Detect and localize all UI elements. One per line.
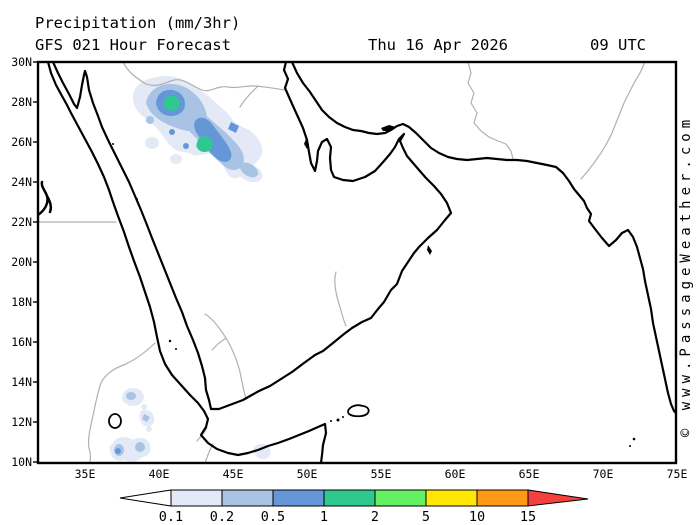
islet [632,437,636,441]
precip-tail-light [239,162,259,178]
island-qeshm [381,125,396,131]
precip-core-north [164,95,180,111]
valid-time-label: 09 UTC [590,36,646,54]
lat-label: 18N [11,295,32,309]
lat-label: 16N [11,335,32,349]
legend-label: 0.1 [159,509,183,525]
legend-swatch-5 [425,489,478,507]
precip-spot-pale [145,137,159,149]
legend-overflow-arrow [527,489,589,507]
border-yemen-branch [211,337,227,351]
lat-label: 28N [11,95,32,109]
coastline-iran-india [290,62,676,415]
lon-label: 55E [371,467,392,481]
lon-label: 75E [667,467,688,481]
lon-label: 45E [223,467,244,481]
lat-label: 20N [11,255,32,269]
valid-date-label: Thu 16 Apr 2026 [368,36,508,54]
islet [342,416,344,418]
lon-label: 35E [75,467,96,481]
legend-colorbar: 0.1 0.2 0.5 1 2 5 10 15 [119,489,589,525]
border-iran-pakistan [467,62,514,160]
border-pakistan-india [580,62,646,180]
legend-underflow-arrow [119,489,172,507]
model-forecast-label: GFS 021 Hour Forecast [35,36,231,54]
lat-label: 26N [11,135,32,149]
precip-sw-light [135,442,145,452]
border-yemen-oman [334,271,347,327]
islet [629,445,631,447]
islet [168,339,172,343]
coastlines [38,62,676,463]
legend-swatch-0.2 [221,489,274,507]
lat-label: 10N [11,455,32,469]
border-north-arabia [122,62,285,92]
legend-label: 1 [320,509,328,525]
legend-label: 0.2 [210,509,234,525]
legend-label: 2 [371,509,379,525]
legend-label: 5 [422,509,430,525]
lat-label: 24N [11,175,32,189]
islet [136,198,138,200]
lon-label: 60E [445,467,466,481]
lat-label: 14N [11,375,32,389]
island-bahrain [304,139,309,149]
border-sudan-ethiopia [87,342,156,463]
precip-core-south [196,136,213,152]
legend-swatch-10 [476,489,529,507]
precip-medium-diamond [228,122,239,133]
precip-spot-light [146,116,154,124]
lon-label: 65E [519,467,540,481]
legend-label: 10 [469,509,485,525]
page-title: Precipitation (mm/3hr) [35,14,241,32]
precip-sw-light [142,414,150,422]
islet [112,143,114,145]
legend-label: 15 [520,509,536,525]
legend-swatch-2 [374,489,427,507]
precip-level-0.1 [109,75,271,462]
lon-label: 40E [149,467,170,481]
lon-label: 70E [593,467,614,481]
islet [330,420,332,422]
border-djibouti [196,427,208,442]
precip-sw-medium-dot [115,448,121,454]
lat-label: 22N [11,215,32,229]
lake-tana [108,413,122,429]
coastline-africa [46,62,328,463]
precip-medium-band [194,117,232,162]
nile-river [38,180,53,217]
legend-labels: 0.1 0.2 0.5 1 2 5 10 15 [159,509,536,525]
lat-ticks [33,61,38,463]
legend-swatch-1 [323,489,376,507]
lon-axis-labels: 35E 40E 45E 50E 55E 60E 65E 70E 75E [75,467,688,481]
border-saudi-yemen [204,313,247,400]
lat-axis-labels: 30N 28N 26N 24N 22N 20N 18N 16N 14N 12N … [11,55,32,469]
precip-medium-dot [169,129,175,135]
country-borders [38,62,646,463]
lat-label: 12N [11,415,32,429]
precipitation-layers [109,75,271,462]
islet [336,418,340,422]
island-masirah [427,245,432,255]
island-socotra [347,404,370,418]
precip-level-1 [164,95,213,152]
lon-label: 50E [297,467,318,481]
legend-label: 0.5 [261,509,285,525]
precip-medium-dot [183,143,189,149]
precip-sw-pale [146,426,152,432]
border-iraq-saudi-branch [239,85,259,108]
precip-spot-pale [170,154,182,164]
small-islands [112,125,636,447]
precip-sw-light [126,392,136,400]
precip-sw-pale [141,404,147,410]
islet [175,348,177,350]
coastline-arabia [51,62,453,411]
lat-label: 30N [11,55,32,69]
legend-swatch-0.5 [272,489,325,507]
legend-swatch-0.1 [170,489,223,507]
